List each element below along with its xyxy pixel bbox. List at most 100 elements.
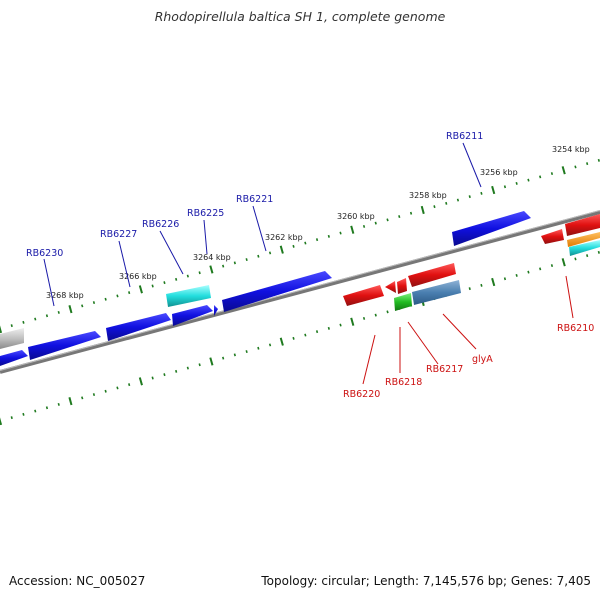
minor-tick xyxy=(128,291,131,295)
minor-tick xyxy=(57,310,60,314)
gene-reverse[interactable] xyxy=(343,285,384,306)
minor-tick xyxy=(222,356,225,360)
minor-tick xyxy=(362,316,366,320)
gene-forward[interactable] xyxy=(106,313,171,341)
minor-tick xyxy=(315,238,319,242)
minor-tick xyxy=(304,241,307,245)
gene-cyan[interactable] xyxy=(569,240,600,256)
gene-green[interactable] xyxy=(394,293,412,311)
minor-tick xyxy=(81,396,84,400)
reverse-genes xyxy=(343,214,600,311)
minor-tick xyxy=(480,283,483,287)
gene-reverse[interactable] xyxy=(397,278,407,294)
minor-tick xyxy=(92,301,96,305)
gene-reverse[interactable] xyxy=(385,281,396,293)
gene-steel[interactable] xyxy=(412,280,461,305)
minor-tick xyxy=(292,336,295,340)
gene-label-forward[interactable]: RB6226 xyxy=(142,219,179,230)
minor-tick xyxy=(81,304,84,308)
major-tick xyxy=(209,357,214,366)
gene-label-reverse[interactable]: RB6220 xyxy=(343,389,380,400)
minor-tick xyxy=(45,314,49,318)
kbp-label: 3254 kbp xyxy=(552,145,590,154)
minor-tick xyxy=(34,317,37,321)
gene-reverse[interactable] xyxy=(408,263,456,287)
minor-tick xyxy=(268,343,272,347)
minor-tick xyxy=(116,294,119,298)
gene-label-reverse[interactable]: glyA xyxy=(472,354,493,365)
gene-grey[interactable] xyxy=(0,328,24,349)
kbp-labels: 3254 kbp 3256 kbp 3258 kbp 3260 kbp 3262… xyxy=(46,145,590,300)
minor-tick xyxy=(151,284,154,288)
minor-tick xyxy=(245,350,248,354)
genome-title: Rhodopirellula baltica SH 1, complete ge… xyxy=(154,9,446,24)
major-tick xyxy=(0,325,3,334)
gene-reverse[interactable] xyxy=(541,229,564,244)
minor-tick xyxy=(34,409,37,413)
minor-tick xyxy=(339,231,342,235)
minor-tick xyxy=(10,324,13,328)
major-tick xyxy=(491,185,496,195)
minor-tick xyxy=(503,185,507,189)
minor-tick xyxy=(574,257,577,261)
gene-forward[interactable] xyxy=(452,211,531,246)
gene-forward[interactable] xyxy=(28,331,101,360)
gene-forward[interactable] xyxy=(172,305,213,326)
minor-tick xyxy=(539,175,542,179)
minor-tick xyxy=(339,323,342,327)
gene-forward[interactable] xyxy=(214,305,218,316)
minor-tick xyxy=(304,333,307,337)
gene-label-reverse[interactable]: RB6210 xyxy=(557,323,594,334)
minor-tick xyxy=(104,297,107,301)
gene-label-forward[interactable]: RB6221 xyxy=(236,194,273,205)
minor-tick xyxy=(45,406,49,410)
minor-tick xyxy=(503,277,507,281)
minor-tick xyxy=(233,353,236,357)
minor-tick xyxy=(374,313,377,317)
gene-reverse[interactable] xyxy=(565,214,600,236)
gene-forward[interactable] xyxy=(222,271,332,312)
major-tick xyxy=(350,317,355,326)
gene-label-forward[interactable]: RB6211 xyxy=(446,131,483,142)
minor-tick xyxy=(268,251,272,255)
major-tick xyxy=(279,245,284,254)
minor-tick xyxy=(468,287,471,291)
minor-tick xyxy=(116,386,119,390)
minor-tick xyxy=(257,346,260,350)
major-tick xyxy=(561,258,566,267)
forward-scale xyxy=(0,158,600,334)
minor-tick xyxy=(527,270,530,274)
minor-tick xyxy=(527,178,530,182)
gene-cyan[interactable] xyxy=(166,285,211,307)
minor-tick xyxy=(198,271,201,275)
kbp-label: 3262 kbp xyxy=(265,233,303,242)
minor-tick xyxy=(445,201,448,205)
minor-tick xyxy=(515,273,518,277)
reverse-gene-labels: RB6210 RB6217 RB6218 RB6220 glyA xyxy=(343,275,594,400)
minor-tick xyxy=(374,221,377,225)
forward-genes xyxy=(0,211,600,366)
kbp-label: 3258 kbp xyxy=(409,191,447,200)
gene-label-forward[interactable]: RB6225 xyxy=(187,208,224,219)
gene-forward[interactable] xyxy=(0,350,28,366)
minor-tick xyxy=(92,393,96,397)
minor-tick xyxy=(515,181,518,185)
minor-tick xyxy=(128,383,131,387)
gene-label-forward[interactable]: RB6230 xyxy=(26,248,63,259)
gene-orange[interactable] xyxy=(567,232,600,247)
minor-tick xyxy=(409,211,413,215)
gene-label-reverse[interactable]: RB6218 xyxy=(385,377,422,388)
kbp-label: 3266 kbp xyxy=(119,272,157,281)
kbp-label: 3264 kbp xyxy=(193,253,231,262)
gene-label-reverse[interactable]: RB6217 xyxy=(426,364,463,375)
minor-tick xyxy=(456,198,460,202)
minor-tick xyxy=(163,281,166,285)
gene-label-forward[interactable]: RB6227 xyxy=(100,229,137,240)
minor-tick xyxy=(245,258,248,262)
major-tick xyxy=(350,225,355,234)
minor-tick xyxy=(586,162,589,166)
major-tick xyxy=(138,285,143,294)
minor-tick xyxy=(233,261,236,265)
major-tick xyxy=(209,265,214,274)
